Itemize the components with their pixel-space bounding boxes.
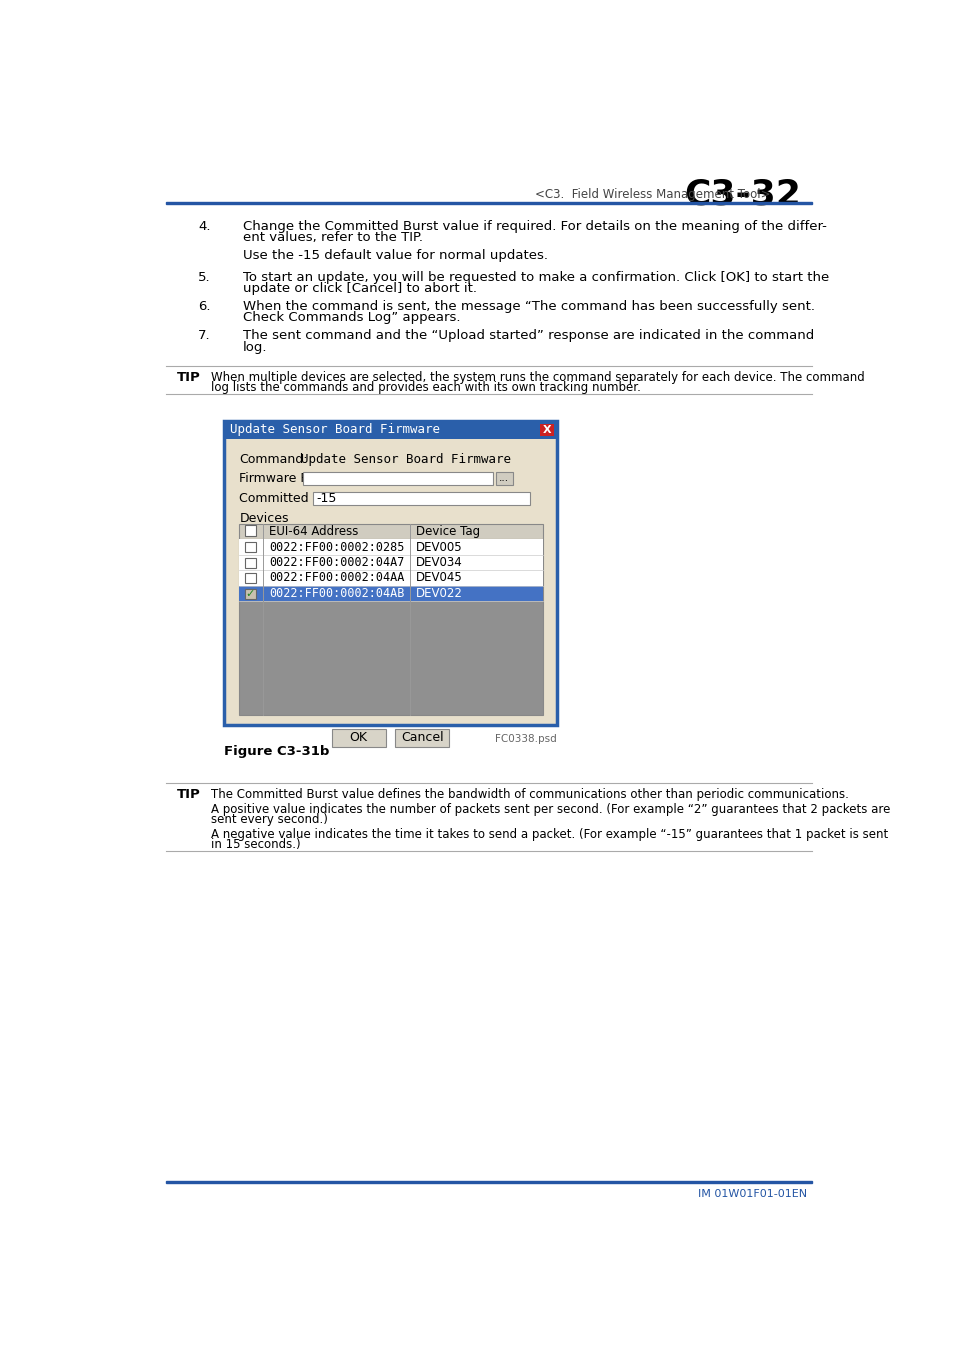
Text: FC0338.psd: FC0338.psd [495, 734, 557, 744]
Bar [313, 491, 530, 505]
Text: log.: log. [243, 340, 268, 354]
Bar [245, 574, 255, 583]
Bar [239, 555, 542, 570]
Text: Update Sensor Board Firmware: Update Sensor Board Firmware [230, 424, 439, 436]
Bar [239, 586, 542, 601]
Text: Firmware File:: Firmware File: [239, 471, 326, 485]
Text: A positive value indicates the number of packets sent per second. (For example “: A positive value indicates the number of… [211, 803, 889, 817]
Text: Committed Burst:: Committed Burst: [239, 491, 350, 505]
Text: 0022:FF00:0002:04A7: 0022:FF00:0002:04A7 [269, 556, 404, 568]
Text: X: X [542, 425, 551, 435]
Text: in 15 seconds.): in 15 seconds.) [211, 838, 300, 850]
Text: C3-32: C3-32 [683, 177, 801, 212]
Text: When the command is sent, the message “The command has been successfully sent.: When the command is sent, the message “T… [243, 300, 815, 313]
Text: TIP: TIP [177, 788, 201, 801]
Text: Cancel: Cancel [400, 732, 443, 744]
Bar [303, 471, 493, 486]
Text: sent every second.): sent every second.) [211, 814, 327, 826]
Bar [245, 558, 255, 568]
Text: The Committed Burst value defines the bandwidth of communications other than per: The Committed Burst value defines the ba… [211, 788, 847, 801]
Text: ent values, refer to the TIP.: ent values, refer to the TIP. [243, 231, 423, 244]
Text: ...: ... [498, 474, 509, 483]
Text: update or click [Cancel] to abort it.: update or click [Cancel] to abort it. [243, 282, 476, 296]
Bar [166, 1181, 811, 1183]
Text: Check Commands Log” appears.: Check Commands Log” appears. [243, 312, 460, 324]
Bar [224, 421, 557, 439]
Text: Use the -15 default value for normal updates.: Use the -15 default value for normal upd… [243, 248, 548, 262]
Text: DEV022: DEV022 [416, 587, 462, 599]
Text: To start an update, you will be requested to make a confirmation. Click [OK] to : To start an update, you will be requeste… [243, 270, 828, 284]
Bar [224, 421, 557, 725]
Text: Devices: Devices [239, 512, 289, 525]
Bar [395, 729, 449, 747]
Text: Update Sensor Board Firmware: Update Sensor Board Firmware [301, 454, 511, 466]
Bar [239, 539, 542, 716]
Text: 5.: 5. [198, 270, 211, 284]
Text: DEV045: DEV045 [416, 571, 462, 585]
Text: Figure C3-31b: Figure C3-31b [224, 745, 329, 757]
Text: The sent command and the “Upload started” response are indicated in the command: The sent command and the “Upload started… [243, 329, 814, 342]
Text: Change the Committed Burst value if required. For details on the meaning of the : Change the Committed Burst value if requ… [243, 220, 826, 232]
Text: A negative value indicates the time it takes to send a packet. (For example “-15: A negative value indicates the time it t… [211, 828, 887, 841]
Text: 0022:FF00:0002:04AB: 0022:FF00:0002:04AB [269, 587, 404, 599]
Text: -15: -15 [315, 491, 336, 505]
Bar [332, 729, 385, 747]
Text: OK: OK [350, 732, 367, 744]
Text: EUI-64 Address: EUI-64 Address [269, 525, 357, 539]
Text: TIP: TIP [177, 371, 201, 383]
Bar [539, 424, 554, 436]
Bar [245, 589, 255, 598]
Text: DEV034: DEV034 [416, 556, 462, 568]
Text: 4.: 4. [198, 220, 211, 232]
Bar [239, 570, 542, 586]
Bar [245, 525, 255, 536]
Text: 7.: 7. [198, 329, 211, 342]
Text: Command:: Command: [239, 454, 308, 466]
Text: 0022:FF00:0002:04AA: 0022:FF00:0002:04AA [269, 571, 404, 585]
Text: Device Tag: Device Tag [416, 525, 479, 539]
Text: <C3.  Field Wireless Management Tool>: <C3. Field Wireless Management Tool> [535, 188, 769, 201]
Bar [245, 543, 255, 552]
Bar [166, 201, 811, 204]
Bar [239, 524, 542, 539]
Text: 6.: 6. [198, 300, 211, 313]
Text: log lists the commands and provides each with its own tracking number.: log lists the commands and provides each… [211, 381, 639, 394]
Text: 0022:FF00:0002:0285: 0022:FF00:0002:0285 [269, 540, 404, 553]
Bar [239, 539, 542, 555]
Bar [496, 471, 513, 486]
Text: When multiple devices are selected, the system runs the command separately for e: When multiple devices are selected, the … [211, 371, 863, 383]
Text: IM 01W01F01-01EN: IM 01W01F01-01EN [698, 1189, 806, 1199]
Text: DEV005: DEV005 [416, 540, 462, 553]
Text: ✓: ✓ [245, 589, 254, 598]
